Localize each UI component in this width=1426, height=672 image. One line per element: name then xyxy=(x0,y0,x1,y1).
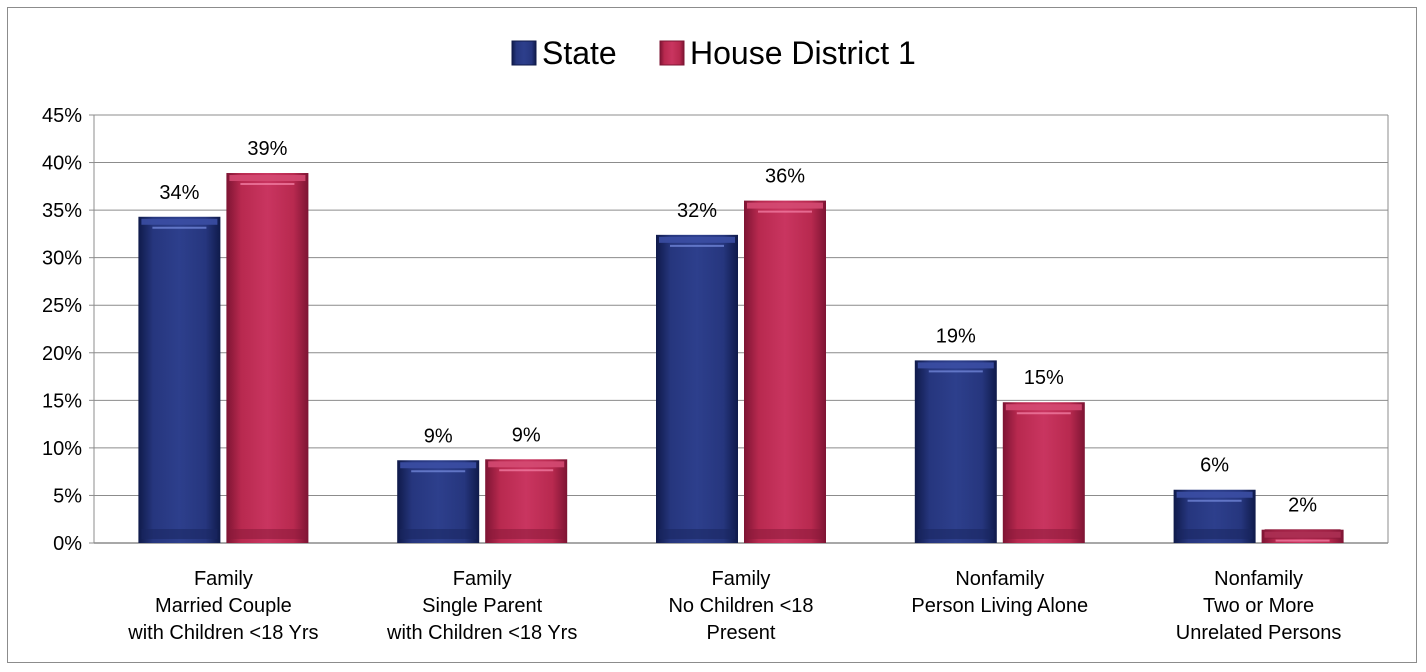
x-category-label: Nonfamily xyxy=(955,568,1044,590)
data-label: 9% xyxy=(512,424,541,446)
bar-bevel-top xyxy=(917,362,994,369)
data-label: 6% xyxy=(1200,455,1229,477)
y-tick-label: 5% xyxy=(53,485,82,507)
x-category-label: Nonfamily xyxy=(1214,568,1303,590)
bar-bevel-bottom xyxy=(400,529,477,539)
x-category-label: Present xyxy=(707,622,776,644)
bar-bevel-bottom xyxy=(917,529,994,539)
bar-bevel-bottom xyxy=(1176,529,1253,539)
x-category-label: Person Living Alone xyxy=(911,595,1088,617)
x-category-label: Family xyxy=(453,568,512,590)
bar-bevel-bottom xyxy=(141,529,218,539)
data-label: 2% xyxy=(1288,495,1317,517)
bar-state xyxy=(656,234,738,543)
data-labels: 34% 39% 9% 9% 32% 36% 19% 15% 6% 2% xyxy=(159,138,1317,517)
bar-bevel-top xyxy=(400,462,477,469)
data-label: 15% xyxy=(1024,367,1064,389)
legend-label: State xyxy=(542,35,617,71)
bar-house-district xyxy=(744,200,826,543)
data-label: 34% xyxy=(159,182,199,204)
bar-bevel-top xyxy=(141,218,218,225)
bar-bevel-bottom xyxy=(488,529,565,539)
data-label: 9% xyxy=(424,425,453,447)
bar-bevel-top xyxy=(659,236,735,243)
legend: State House District 1 xyxy=(511,35,916,71)
bar-bevel-bottom xyxy=(1005,529,1082,539)
legend-swatch-state xyxy=(511,40,537,66)
bar-state xyxy=(138,216,221,543)
y-tick-label: 35% xyxy=(42,200,82,222)
bar-bevel-bottom xyxy=(229,529,306,539)
bars xyxy=(138,173,1344,544)
x-category-label: Unrelated Persons xyxy=(1176,622,1342,644)
y-tick-label: 20% xyxy=(42,343,82,365)
y-tick-label: 10% xyxy=(42,438,82,460)
bar-house-district xyxy=(226,173,309,544)
bar-bevel-bottom xyxy=(747,529,823,539)
bar-bevel-top xyxy=(1176,491,1253,498)
axes: 0% 5% 10% 15% 20% 25% 30% 35% 40% 45% Family Marrie… xyxy=(42,105,1389,644)
bar-house-district xyxy=(1002,402,1085,543)
data-label: 36% xyxy=(765,166,805,188)
x-category-label: Single Parent xyxy=(422,595,543,617)
bar-bevel-top xyxy=(488,461,565,468)
y-tick-label: 45% xyxy=(42,105,82,127)
bar-bevel-bottom xyxy=(659,529,735,539)
x-category-label: Family xyxy=(194,568,253,590)
data-label: 19% xyxy=(936,325,976,347)
y-tick-label: 30% xyxy=(42,248,82,270)
y-tick-label: 15% xyxy=(42,390,82,412)
legend-label: House District 1 xyxy=(690,35,916,71)
bar-bevel-top xyxy=(229,175,306,182)
legend-swatch-house-district xyxy=(659,40,685,66)
x-category-label: Married Couple xyxy=(155,595,292,617)
bar-state xyxy=(914,360,997,543)
x-category-label: No Children <18 xyxy=(668,595,813,617)
x-category-label: Family xyxy=(712,568,771,590)
data-label: 32% xyxy=(677,200,717,222)
y-tick-label: 0% xyxy=(53,533,82,555)
bar-bevel-bottom xyxy=(1264,529,1341,539)
bar-bevel-top xyxy=(1005,404,1082,411)
y-tick-label: 40% xyxy=(42,153,82,175)
x-category-label: Two or More xyxy=(1203,595,1314,617)
x-category-label: with Children <18 Yrs xyxy=(386,622,577,644)
y-tick-label: 25% xyxy=(42,295,82,317)
x-category-label: with Children <18 Yrs xyxy=(127,622,318,644)
data-label: 39% xyxy=(247,138,287,160)
bar-bevel-top xyxy=(747,202,823,209)
